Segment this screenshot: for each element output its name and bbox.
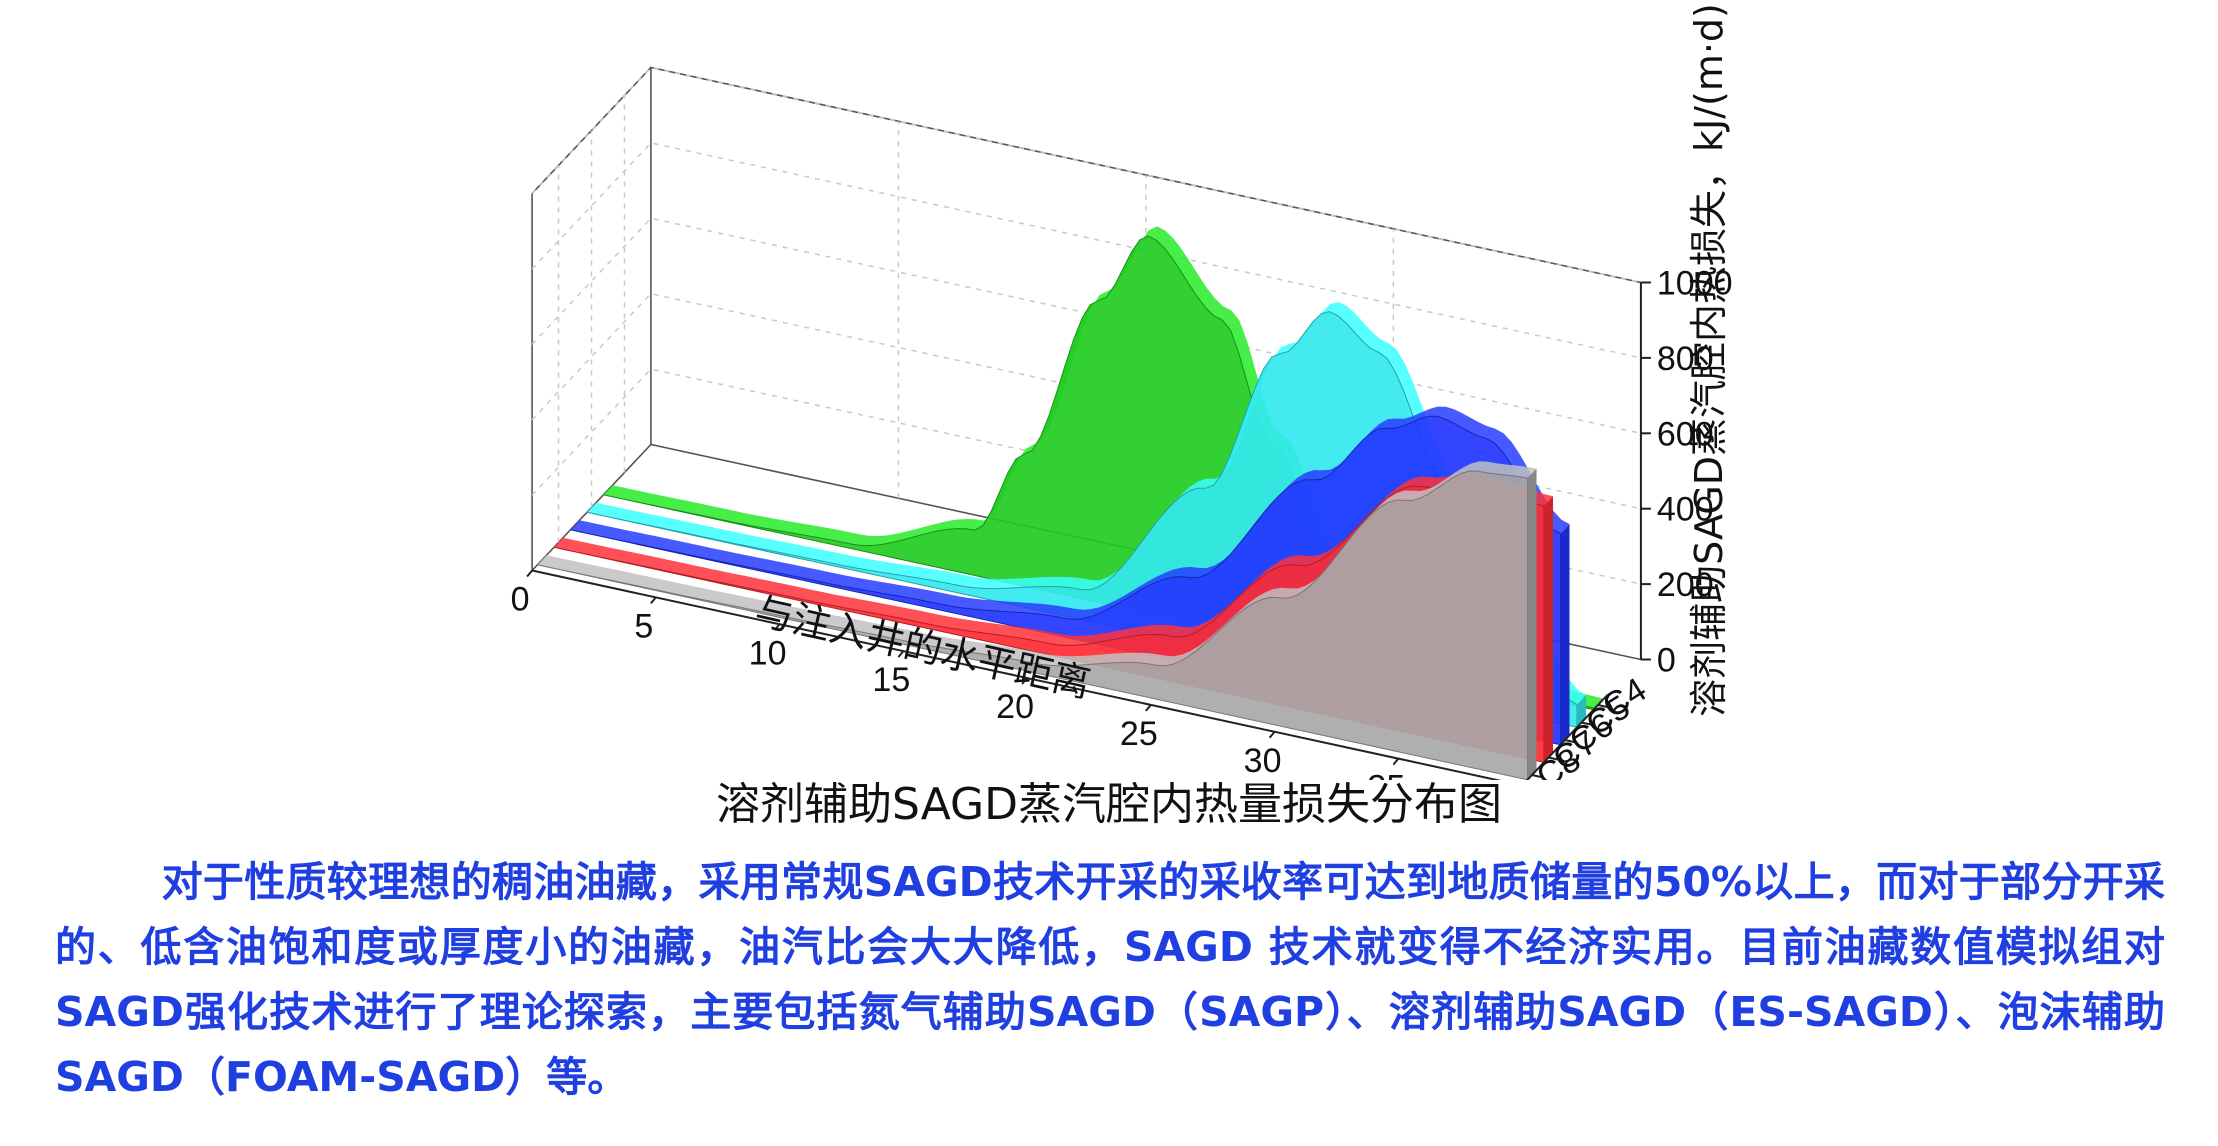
depth-tick-mark: [1564, 739, 1575, 743]
x-tick-label: 35: [1367, 769, 1405, 780]
x-tick-mark: [1145, 704, 1152, 712]
x-tick-label: 25: [1120, 715, 1158, 753]
series-C8: [537, 461, 1537, 780]
z-tick-label: 1000: [1657, 265, 1733, 303]
x-tick-mark: [650, 596, 657, 605]
x-tick-mark: [1268, 731, 1276, 739]
body-paragraph: 对于性质较理想的稠油油藏，采用常规SAGD技术开采的采收率可达到地质储量的50%…: [55, 858, 2165, 1101]
series-end-C8: [1527, 468, 1537, 780]
depth-tick-mark: [1531, 774, 1542, 778]
z-tick-label: 0: [1657, 642, 1676, 680]
depth-tick-mark: [1581, 721, 1591, 726]
z-axis-title: 溶剂辅助SAGD蒸汽腔内热损失，kJ/(m·d): [1687, 3, 1731, 717]
chart-canvas: 0510152025303540与注入井的水平距离020040060080010…: [511, 3, 1733, 780]
x-tick-mark: [1392, 757, 1400, 766]
x-tick-label: 10: [749, 634, 787, 672]
series-front-C8: [537, 470, 1528, 780]
series-layer: [537, 226, 1603, 780]
series-end-C7: [1544, 496, 1553, 763]
z-gridline: [531, 142, 1642, 359]
x-tick-label: 30: [1244, 742, 1282, 780]
x-tick-mark: [1021, 677, 1028, 685]
depth-tick-mark: [1597, 704, 1608, 708]
series-end-C6: [1560, 524, 1570, 745]
x-tick-mark: [897, 650, 905, 658]
x-tick-label: 15: [872, 661, 910, 699]
x-tick-label: 0: [511, 581, 530, 619]
z-tick-label: 200: [1657, 566, 1714, 604]
z-gridline: [531, 66, 1642, 284]
depth-tick-mark: [1548, 756, 1558, 761]
x-tick-mark: [526, 569, 533, 578]
z-tick-label: 400: [1657, 491, 1714, 529]
series-top-C8: [537, 461, 1537, 666]
heat-loss-3d-chart: 0510152025303540与注入井的水平距离020040060080010…: [511, 3, 1733, 780]
chart-caption: 溶剂辅助SAGD蒸汽腔内热量损失分布图: [715, 779, 1503, 830]
x-tick-label: 20: [996, 688, 1034, 726]
x-tick-label: 5: [634, 607, 653, 645]
z-tick-label: 600: [1657, 415, 1714, 453]
series-top-C6: [570, 406, 1570, 620]
x-tick-mark: [773, 623, 781, 631]
z-tick-label: 800: [1657, 340, 1714, 378]
